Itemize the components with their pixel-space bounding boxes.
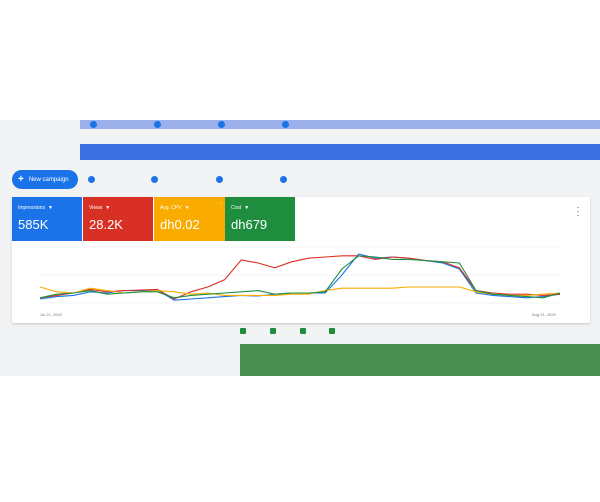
metric-value: dh679 [231, 217, 268, 232]
green-overlay-block [240, 344, 600, 376]
metric-label: Cost [231, 205, 242, 211]
green-marker [270, 328, 276, 334]
green-marker [329, 328, 335, 334]
green-marker [300, 328, 306, 334]
metric-label: Views [89, 205, 103, 211]
new-campaign-button[interactable]: + New campaign [12, 170, 78, 189]
dropdown-caret-icon[interactable]: ▼ [105, 205, 111, 211]
blurred-tab-strip [80, 144, 600, 160]
green-marker [240, 328, 246, 334]
metric-avg-cpv[interactable]: Avg. CPV ▼ dh0.02 ⁺ [154, 197, 225, 241]
dropdown-caret-icon[interactable]: ▼ [184, 205, 190, 211]
more-vert-icon[interactable]: · · · [576, 202, 580, 220]
filter-dot[interactable] [151, 176, 158, 183]
metric-value: 28.2K [89, 217, 123, 232]
filter-dot[interactable] [280, 176, 287, 183]
x-axis-end-label: Aug 21, 2020 [532, 312, 556, 317]
metric-value: dh0.02 [160, 217, 200, 232]
filter-dot[interactable] [88, 176, 95, 183]
metric-cost[interactable]: Cost ▼ dh679 [225, 197, 295, 241]
series-line-3 [39, 255, 561, 299]
blurred-header-strip [80, 120, 600, 129]
dot-marker [218, 121, 225, 128]
dropdown-caret-icon[interactable]: ▼ [244, 205, 250, 211]
dot-marker [154, 121, 161, 128]
metric-views[interactable]: Views ▼ 28.2K [83, 197, 153, 241]
info-icon: ⁺ [219, 201, 222, 206]
metric-value: 585K [18, 217, 49, 232]
filter-dot[interactable] [216, 176, 223, 183]
dropdown-caret-icon[interactable]: ▼ [47, 205, 53, 211]
plus-icon: + [18, 173, 24, 185]
x-axis-start-label: Jul 21, 2020 [40, 312, 62, 317]
performance-card: Impressions ▼ 585K Views ▼ 28.2K Avg. CPV ▼… [12, 197, 590, 323]
performance-line-chart [39, 246, 561, 304]
dot-marker [282, 121, 289, 128]
metric-impressions[interactable]: Impressions ▼ 585K [12, 197, 82, 241]
metric-label: Impressions [18, 205, 45, 211]
metric-label: Avg. CPV [160, 205, 182, 211]
dot-marker [90, 121, 97, 128]
new-campaign-label: New campaign [28, 176, 69, 183]
